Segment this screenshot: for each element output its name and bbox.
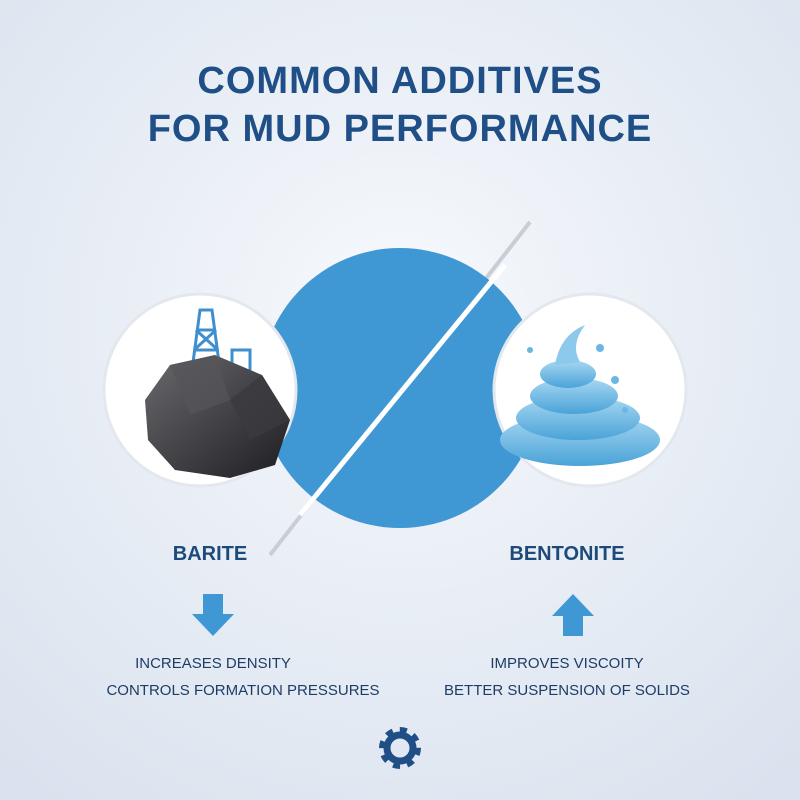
additive-name: BENTONITE [509,543,624,565]
additive-name: BARITE [173,543,247,565]
divider-stripe [298,263,507,517]
down-arrow [192,594,234,636]
gear-icon [379,727,421,769]
rock-facet [230,375,290,440]
bentonite-swirl [500,325,660,466]
effect-text: INCREASES DENSITY [135,655,291,672]
title-line: FOR MUD PERFORMANCE [148,108,653,150]
effect-text: IMPROVES VISCOITY [490,655,643,672]
up-arrow [552,594,594,636]
rock-facet [170,355,230,415]
effect-text: BETTER SUSPENSION OF SOLIDS [444,682,690,699]
title-line: COMMON ADDITIVES [197,60,602,102]
center-circle [260,248,540,528]
effect-text: CONTROLS FORMATION PRESSURES [106,682,379,699]
